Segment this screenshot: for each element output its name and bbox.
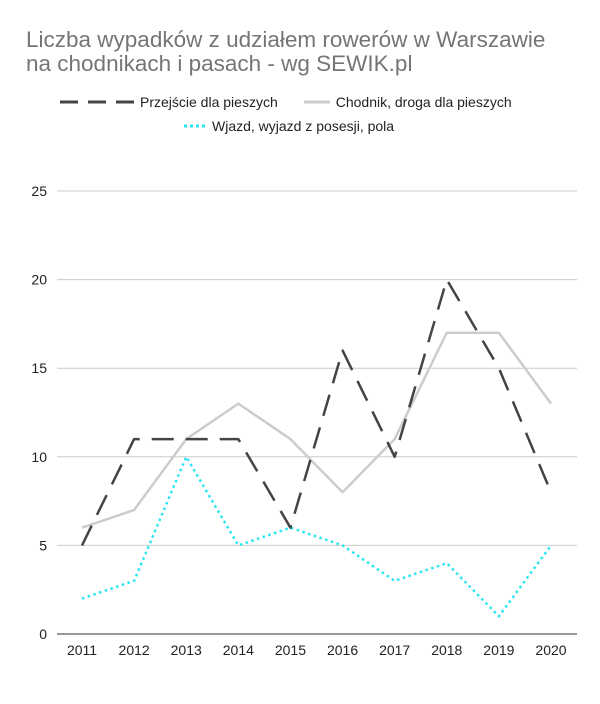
x-tick-label-2011: 2011 bbox=[67, 642, 97, 658]
legend-item-przejscie: Przejście dla pieszych bbox=[60, 94, 278, 110]
y-tick-label-10: 10 bbox=[31, 449, 47, 465]
legend-label-wjazd: Wjazd, wyjazd z posesji, pola bbox=[212, 118, 395, 134]
y-tick-label-5: 5 bbox=[39, 537, 47, 553]
y-axis-labels: 0 5 10 15 20 25 bbox=[31, 183, 47, 642]
y-tick-label-0: 0 bbox=[39, 626, 47, 642]
x-axis-labels: 2011 2012 2013 2014 2015 2016 2017 2018 2019 2020 bbox=[67, 642, 567, 658]
x-tick-label-2014: 2014 bbox=[223, 642, 254, 658]
y-tick-label-20: 20 bbox=[31, 272, 47, 288]
x-tick-label-2018: 2018 bbox=[431, 642, 462, 658]
legend-swatch-dotted bbox=[184, 124, 206, 128]
x-tick-label-2019: 2019 bbox=[483, 642, 514, 658]
series-lines bbox=[80, 278, 553, 618]
legend-label-przejscie: Przejście dla pieszych bbox=[140, 94, 278, 110]
chart-title-line-2: na chodnikach i pasach - wg SEWIK.pl bbox=[26, 51, 413, 76]
legend-label-chodnik: Chodnik, droga dla pieszych bbox=[335, 94, 512, 110]
series-line-1 bbox=[81, 331, 553, 529]
series-line-2 bbox=[81, 455, 553, 618]
legend-swatch-solid bbox=[303, 100, 330, 104]
x-tick-label-2013: 2013 bbox=[171, 642, 202, 658]
legend-row-2: Wjazd, wyjazd z posesji, pola bbox=[184, 118, 394, 134]
legend-item-chodnik: Chodnik, droga dla pieszych bbox=[303, 94, 512, 110]
y-tick-label-15: 15 bbox=[31, 360, 47, 376]
x-tick-label-2015: 2015 bbox=[275, 642, 306, 658]
legend-swatch-dashed bbox=[60, 100, 134, 104]
legend-row-1: Przejście dla pieszych Chodnik, droga dl… bbox=[60, 94, 512, 110]
y-tick-label-25: 25 bbox=[31, 183, 47, 199]
x-tick-label-2016: 2016 bbox=[327, 642, 358, 658]
x-tick-label-2017: 2017 bbox=[379, 642, 410, 658]
x-tick-label-2020: 2020 bbox=[535, 642, 566, 658]
x-tick-label-2012: 2012 bbox=[119, 642, 150, 658]
gridlines bbox=[57, 190, 577, 635]
series-line-0 bbox=[80, 278, 553, 546]
chart-title-line-1: Liczba wypadków z udziałem rowerów w War… bbox=[26, 27, 546, 52]
legend-item-wjazd: Wjazd, wyjazd z posesji, pola bbox=[184, 118, 394, 134]
chart-title: Liczba wypadków z udziałem rowerów w War… bbox=[26, 28, 586, 76]
